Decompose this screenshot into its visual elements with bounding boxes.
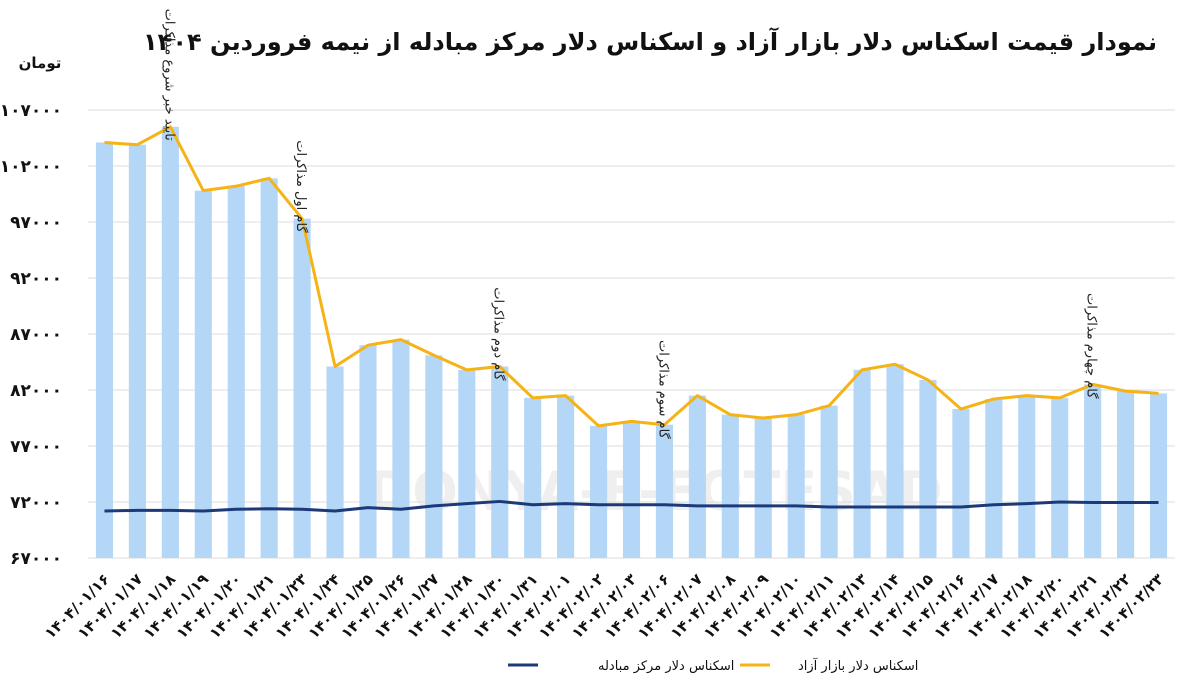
y-tick-label: ۶۷۰۰۰ xyxy=(10,549,62,569)
bar xyxy=(820,405,838,558)
bar xyxy=(1084,384,1102,558)
bar xyxy=(886,364,904,558)
series-line xyxy=(104,499,1159,513)
annotation-label: گام چهارم مذاکرات xyxy=(1084,293,1100,399)
bar xyxy=(655,424,674,558)
bar xyxy=(458,369,476,558)
y-tick-label: ۸۷۰۰۰ xyxy=(10,325,62,345)
bar xyxy=(1117,391,1135,558)
bars xyxy=(95,126,1168,559)
bar xyxy=(95,142,114,559)
y-axis-ticks: ۶۷۰۰۰ ۷۲۰۰۰ ۷۷۰۰۰ ۸۲۰۰۰ ۸۷۰۰۰ ۹۲۰۰۰ ۹۷۰۰۰ ۱۰۲۰۰… xyxy=(0,101,62,569)
y-tick-label: ۹۷۰۰۰ xyxy=(10,213,62,233)
bar xyxy=(326,366,344,558)
bar xyxy=(491,366,509,558)
bar xyxy=(1149,393,1168,558)
bar xyxy=(392,339,410,558)
annotation-label: گام سوم مذاکرات xyxy=(655,340,671,440)
bar xyxy=(787,414,805,558)
bar xyxy=(919,379,937,558)
series-lines xyxy=(104,125,1159,513)
annotations: تایید خبر شروع مذاکرات گام اول مذاکرات گام… xyxy=(161,9,1099,440)
bar xyxy=(952,409,970,558)
bar xyxy=(1018,395,1036,558)
bar xyxy=(524,397,542,558)
bar xyxy=(1051,397,1069,558)
legend: اسکناس دلار بازار آزاد اسکناس دلار مرکز م… xyxy=(508,657,918,674)
series-line xyxy=(104,125,1159,428)
bar xyxy=(128,144,146,558)
bar xyxy=(425,355,443,558)
bar xyxy=(754,418,772,558)
annotation-label: گام اول مذاکرات xyxy=(293,140,309,233)
x-axis-ticks: ۱۴۰۴/۰۱/۱۶۱۴۰۴/۰۱/۱۷۱۴۰۴/۰۱/۱۸۱۴۰۴/۰۱/۱۹… xyxy=(41,570,1167,642)
bar xyxy=(557,395,575,558)
y-axis-unit: تومان xyxy=(19,54,62,72)
legend-label: اسکناس دلار مرکز مبادله xyxy=(598,659,734,674)
bar xyxy=(260,178,278,558)
bar xyxy=(227,186,245,558)
y-tick-label: ۹۲۰۰۰ xyxy=(10,269,62,289)
bar xyxy=(688,395,706,558)
y-tick-label: ۷۲۰۰۰ xyxy=(10,493,62,513)
bar xyxy=(985,398,1003,558)
bar xyxy=(293,218,311,558)
bar xyxy=(359,345,377,558)
y-tick-label: ۱۰۷۰۰۰ xyxy=(0,101,62,121)
bar xyxy=(853,369,871,558)
y-tick-label: ۸۲۰۰۰ xyxy=(10,381,62,401)
annotation-label: تایید خبر شروع مذاکرات xyxy=(161,9,176,142)
y-tick-label: ۷۷۰۰۰ xyxy=(10,437,62,457)
y-tick-label: ۱۰۲۰۰۰ xyxy=(0,157,62,177)
bar xyxy=(589,425,608,558)
bar xyxy=(721,414,739,558)
bar xyxy=(622,421,641,558)
bar xyxy=(194,190,212,558)
bar xyxy=(161,126,179,559)
chart-title: نمودار قیمت اسکناس دلار بازار آزاد و اسک… xyxy=(143,27,1157,56)
legend-label: اسکناس دلار بازار آزاد xyxy=(798,657,918,674)
annotation-label: گام دوم مذاکرات xyxy=(491,287,507,381)
